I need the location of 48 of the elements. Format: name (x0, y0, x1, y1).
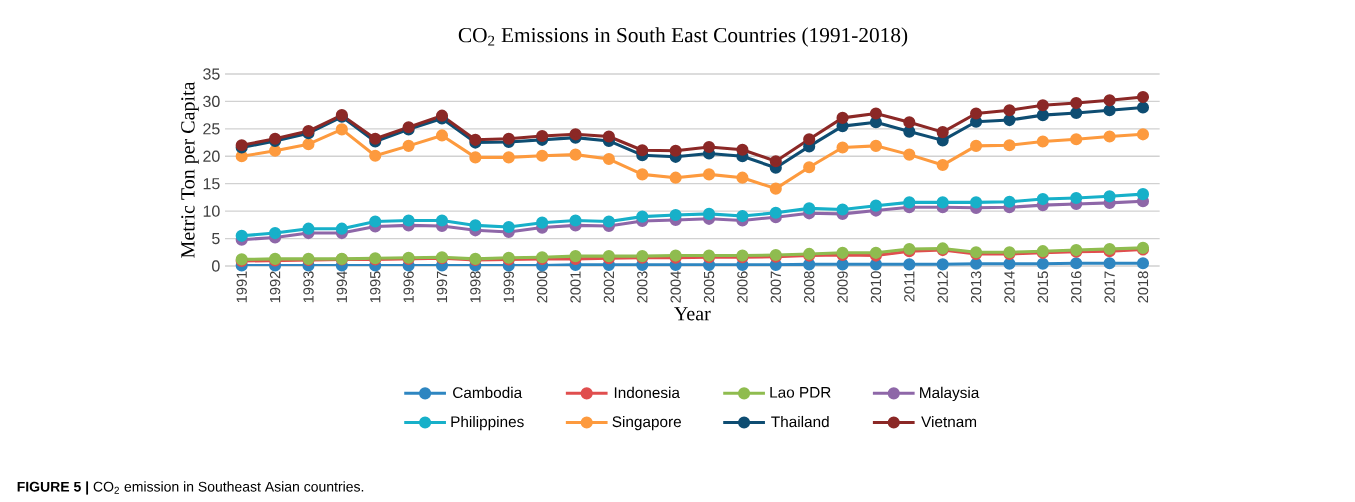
x-tick-label: 1992 (269, 271, 281, 303)
legend-label: Malaysia (920, 386, 980, 402)
x-tick-label: 2009 (837, 271, 848, 303)
x-tick-label: 2004 (670, 271, 681, 303)
legend-label: Philippines (451, 415, 524, 431)
x-tick-label: 2000 (536, 271, 548, 303)
x-tick-label: 2015 (1037, 271, 1049, 303)
x-tick-label: 1991 (236, 271, 247, 303)
x-tick-label: 2018 (1137, 271, 1149, 303)
legend-label: Thailand (771, 415, 829, 428)
x-tick-label: 2014 (1004, 271, 1015, 303)
legend-label: Singapore (612, 415, 681, 431)
x-tick-label: 2005 (703, 271, 715, 303)
legend-label: Cambodia (453, 386, 523, 399)
x-tick-label: 2013 (970, 271, 982, 303)
x-tick-label: 2008 (804, 271, 815, 303)
y-tick-label: 10 (203, 205, 220, 217)
x-tick-label: 2011 (904, 271, 915, 302)
y-tick-label: 0 (212, 260, 220, 272)
x-tick-label: 2010 (870, 271, 882, 303)
y-tick-label: 15 (203, 178, 220, 190)
text: FIGURE 5 | CO$_{2}$ emission in Southeast Asian countries. (17, 481, 364, 495)
y-tick-label: 25 (203, 123, 220, 135)
x-tick-label: 1998 (470, 271, 481, 303)
y-tick-label: 35 (203, 68, 220, 80)
x-tick-label: 1996 (403, 271, 414, 303)
x-tick-label: 2017 (1104, 271, 1115, 303)
x-tick-label: 2003 (637, 271, 648, 303)
x-tick-label: 2007 (770, 271, 781, 303)
chart-title: CO$_{2}$ Emissions in South East Countries (1991-2018) (458, 27, 908, 47)
y-tick-label: 30 (203, 95, 220, 108)
y-axis-title: Metric Ton per Capita (181, 81, 199, 258)
x-tick-label: 2012 (937, 271, 948, 303)
y-tick-label: 20 (203, 150, 220, 162)
x-tick-label: 2001 (570, 271, 581, 303)
x-tick-label: 2002 (603, 271, 615, 303)
legend-label: Vietnam (921, 415, 977, 428)
legend-label: Lao PDR (770, 387, 831, 398)
y-tick-label: 5 (212, 232, 220, 245)
x-tick-label: 1997 (436, 271, 448, 303)
x-tick-label: 1995 (370, 271, 381, 303)
x-axis-title: Year (674, 307, 711, 321)
x-tick-label: 2006 (737, 271, 748, 303)
x-tick-label: 1994 (336, 271, 348, 303)
legend-label: Indonesia (614, 386, 680, 399)
x-tick-label: 2016 (1071, 271, 1082, 303)
x-tick-label: 1993 (303, 271, 314, 303)
x-tick-label: 1999 (503, 271, 514, 303)
